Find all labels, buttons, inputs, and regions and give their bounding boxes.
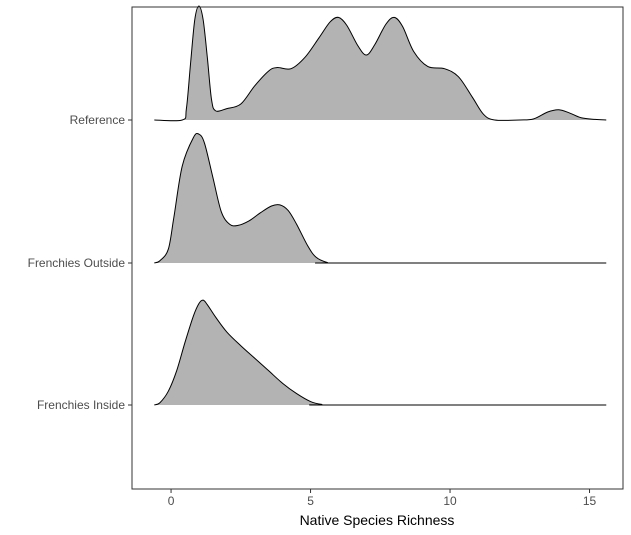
x-axis-title: Native Species Richness (300, 512, 455, 528)
ridge-area-frenchies-outside (154, 133, 607, 264)
ridge-line-reference (154, 5, 607, 122)
y-tick-label-frenchies-outside: Frenchies Outside (28, 256, 126, 270)
x-tick-label-15: 15 (583, 494, 597, 508)
x-axis: 0 5 10 15 (168, 489, 597, 508)
ridge-line-frenchies-outside (154, 132, 607, 264)
plot-panel-border (131, 6, 624, 490)
ridge-line-frenchies-inside (154, 299, 607, 406)
ridge-area-reference (154, 6, 607, 121)
y-axis: Reference Frenchies Outside Frenchies Insi… (28, 113, 132, 412)
y-tick-label-frenchies-inside: Frenchies Inside (37, 398, 125, 412)
y-tick-label-reference: Reference (70, 113, 126, 127)
ridge-area-frenchies-inside (154, 300, 607, 406)
x-tick-label-5: 5 (307, 494, 314, 508)
ridges-layer (154, 5, 607, 406)
x-tick-label-0: 0 (168, 494, 175, 508)
x-tick-label-10: 10 (443, 494, 457, 508)
